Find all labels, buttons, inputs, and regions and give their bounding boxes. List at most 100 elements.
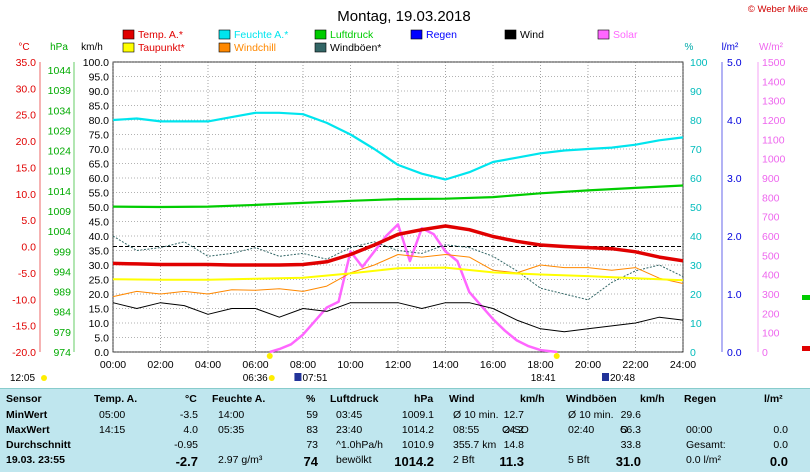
- solar-tick-label: 400: [762, 270, 780, 282]
- table-cell-p-val: 1014.2: [401, 424, 434, 436]
- pct-tick-label: 60: [690, 173, 702, 185]
- kmh-tick-label: 40.0: [89, 231, 110, 243]
- weather-chart: Montag, 19.03.2018 © Weber Mike Temp. A.…: [10, 4, 810, 384]
- kmh-tick-label: 75.0: [89, 130, 110, 142]
- table-cell-w-dir: O-SO: [502, 424, 529, 436]
- table-cell-w-time: 08:55: [453, 424, 480, 436]
- col-gust-header: Windböen: [566, 393, 617, 405]
- series: [112, 111, 810, 354]
- kmh-tick-label: 30.0: [89, 260, 110, 272]
- table-cell-h-time: 05:35: [218, 424, 245, 436]
- legend-swatch: [122, 42, 135, 53]
- hpa-tick-label: 999: [53, 246, 71, 258]
- col-press-header: Luftdruck: [330, 393, 379, 405]
- x-tick-label: 04:00: [195, 359, 221, 371]
- temp-tick-label: -5.0: [18, 268, 36, 280]
- kmh-unit: km/h: [81, 42, 103, 53]
- x-tick-label: 22:00: [622, 359, 648, 371]
- sun-icon: [41, 375, 47, 381]
- hpa-unit: hPa: [50, 42, 68, 53]
- temp-tick-label: 35.0: [16, 57, 37, 69]
- legend-swatch: [597, 29, 610, 40]
- solar-tick-label: 500: [762, 250, 780, 262]
- kmh-tick-label: 0.0: [94, 347, 109, 359]
- kmh-tick-label: 55.0: [89, 188, 110, 200]
- pct-tick-label: 70: [690, 144, 702, 156]
- table-cell-g-time: 5 Bft: [568, 454, 590, 466]
- temp-tick-label: 5.0: [21, 215, 36, 227]
- table-cell-h-time: 2.97 g/m³: [218, 454, 263, 466]
- table-cell-label: 19.03. 23:55: [6, 454, 65, 466]
- pct-tick-label: 10: [690, 318, 702, 330]
- temp-tick-label: 30.0: [16, 83, 37, 95]
- moonrise-time: 07:51: [302, 373, 327, 384]
- kmh-tick-label: 85.0: [89, 101, 110, 113]
- temp-tick-label: 10.0: [16, 189, 37, 201]
- rain-tick-label: 2.0: [727, 231, 742, 243]
- pct-tick-label: 50: [690, 202, 702, 214]
- legend-label: Regen: [426, 29, 457, 41]
- sunrise-icon: [266, 353, 273, 359]
- x-tick-label: 00:00: [100, 359, 126, 371]
- temp-unit: °C: [18, 42, 29, 53]
- temp-tick-label: 20.0: [16, 136, 37, 148]
- hpa-tick-label: 1014: [48, 186, 72, 198]
- pct-unit: %: [685, 42, 694, 53]
- sun-moon-row: 12:05 06:36 07:51 18:41 20:48: [10, 353, 635, 384]
- rain-tick-label: 5.0: [727, 57, 742, 69]
- kmh-tick-label: 15.0: [89, 304, 110, 316]
- kmh-tick-label: 25.0: [89, 275, 110, 287]
- solar-tick-label: 800: [762, 192, 780, 204]
- sun-icon: [268, 375, 275, 381]
- col-hum-unit: %: [306, 393, 316, 405]
- series-line-windchill: [112, 254, 684, 298]
- table-cell-w-val: 11.3: [499, 454, 524, 469]
- hpa-tick-label: 984: [53, 307, 71, 319]
- kmh-tick-label: 60.0: [89, 173, 110, 185]
- sunset-icon: [553, 353, 560, 359]
- stats-table: Sensor Temp. A. °C Feuchte A. % Luftdruc…: [0, 388, 810, 472]
- pct-tick-label: 20: [690, 289, 702, 301]
- col-wind-unit: km/h: [520, 393, 545, 405]
- rain-tick-label: 3.0: [727, 173, 742, 185]
- legend-label: Temp. A.*: [138, 29, 183, 41]
- x-tick-label: 14:00: [432, 359, 458, 371]
- table-cell-g-dir: O: [620, 424, 629, 436]
- pct-tick-label: 30: [690, 260, 702, 272]
- table-cell-g-val: 56.3: [620, 424, 641, 436]
- solar-tick-label: 900: [762, 173, 780, 185]
- table-cell-w-time: Ø 10 min.: [453, 409, 499, 421]
- legend-swatch: [410, 29, 423, 40]
- series-line-luftdruck: [112, 184, 684, 209]
- legend-label: Solar: [613, 29, 638, 41]
- solar-tick-label: 600: [762, 231, 780, 243]
- pct-tick-label: 80: [690, 115, 702, 127]
- moonset-icon: [602, 373, 609, 381]
- col-gust-unit: km/h: [640, 393, 665, 405]
- x-tick-label: 06:00: [242, 359, 268, 371]
- solar-tick-label: 1100: [762, 134, 785, 146]
- x-tick-label: 02:00: [147, 359, 173, 371]
- col-temp-header: Temp. A.: [94, 393, 138, 405]
- kmh-tick-label: 65.0: [89, 159, 110, 171]
- table-cell-p-val: 1010.9: [401, 439, 434, 451]
- edge-marker: [802, 295, 810, 300]
- x-tick-label: 12:00: [385, 359, 411, 371]
- table-cell-r-time: 0.0 l/m²: [686, 454, 722, 466]
- legend-swatch: [504, 29, 517, 40]
- table-cell-w-time: 355.7 km: [453, 439, 497, 451]
- hpa-tick-label: 1024: [48, 146, 72, 158]
- table-cell-label: MinWert: [6, 409, 48, 421]
- table-cell-t-time: 14:15: [99, 424, 126, 436]
- table-cell-r-val: 0.0: [773, 439, 788, 451]
- temp-tick-label: 25.0: [16, 110, 37, 122]
- table-cell-label: Durchschnitt: [6, 439, 71, 451]
- kmh-tick-label: 70.0: [89, 144, 110, 156]
- hpa-tick-label: 1004: [48, 226, 72, 238]
- solar-tick-label: 1400: [762, 76, 786, 88]
- copyright-label: © Weber Mike: [748, 4, 808, 15]
- pct-tick-label: 40: [690, 231, 702, 243]
- table-cell-t-val: 4.0: [183, 424, 198, 436]
- legend-swatch: [314, 42, 327, 53]
- table-cell-h-val: 83: [306, 424, 318, 436]
